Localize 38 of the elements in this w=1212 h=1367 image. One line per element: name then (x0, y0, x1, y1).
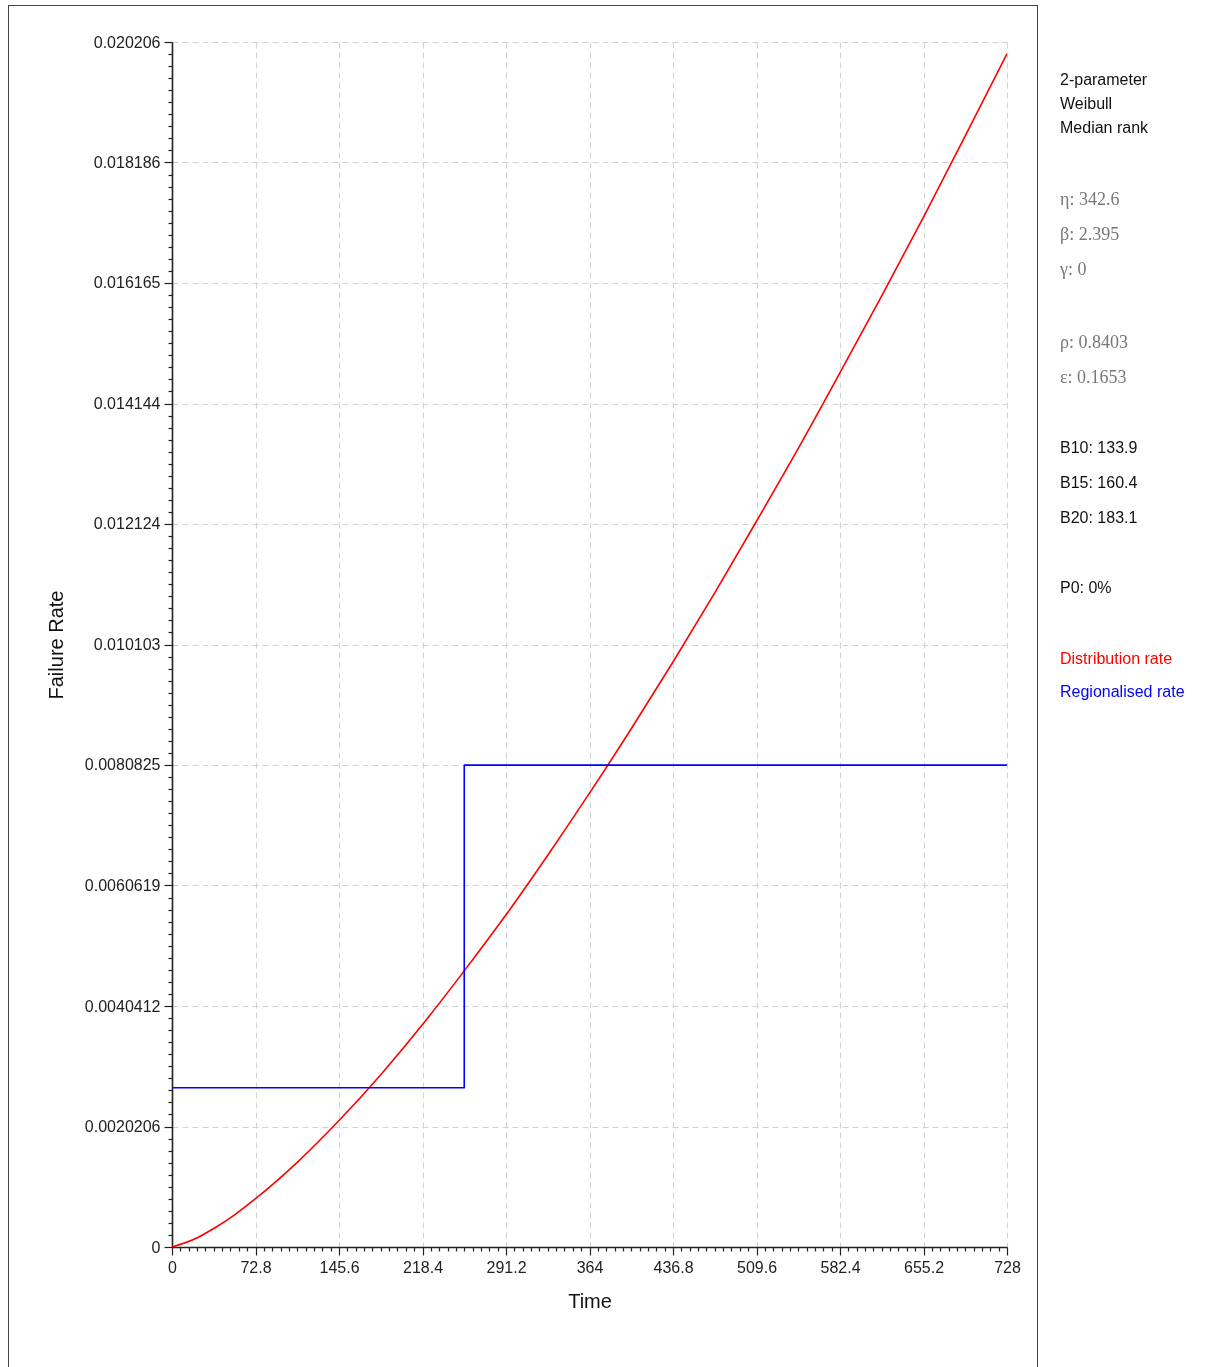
text: β: 2.395 (1060, 224, 1120, 244)
text: Regionalised rate (1060, 683, 1185, 700)
y-tick-label: 0.0020206 (84, 1118, 161, 1135)
x-tick-label: 291.2 (486, 1258, 527, 1276)
text: 2-parameter (1060, 71, 1148, 88)
text: ε: 0.1653 (1060, 367, 1127, 387)
y-tick-label: 0.0080825 (84, 756, 161, 774)
text: γ: 0 (1059, 259, 1087, 279)
text: Median rank (1060, 119, 1150, 136)
x-tick-label: 509.6 (736, 1258, 778, 1276)
y-tick-label: 0.0060619 (84, 876, 161, 894)
x-tick-label: 728 (994, 1258, 1021, 1276)
x-tick-label: 72.8 (240, 1258, 272, 1276)
y-tick-label: 0.012124 (93, 515, 161, 533)
y-tick-label: 0.014144 (93, 395, 161, 413)
x-tick-label: 582.4 (820, 1258, 861, 1276)
text: B20: 183.1 (1060, 509, 1138, 526)
text: B15: 160.4 (1060, 474, 1138, 491)
y-tick-label: 0.010103 (93, 636, 161, 653)
text: Weibull (1060, 95, 1113, 112)
y-tick-label: 0.016165 (93, 274, 161, 292)
y-axis-title: Failure Rate (44, 590, 67, 700)
x-tick-label: 655.2 (903, 1258, 945, 1276)
text: η: 342.6 (1060, 189, 1120, 209)
text: Distribution rate (1060, 650, 1173, 667)
x-axis-title: Time (568, 1289, 612, 1312)
x-tick-label: 145.6 (319, 1258, 360, 1276)
text: P0: 0% (1060, 579, 1112, 596)
text: ρ: 0.8403 (1060, 332, 1128, 352)
x-tick-label: 0 (168, 1258, 178, 1276)
y-tick-label: 0.020206 (93, 33, 161, 51)
y-tick-label: 0.0040412 (84, 997, 161, 1015)
x-tick-label: 218.4 (402, 1258, 444, 1276)
y-tick-label: 0.018186 (93, 153, 161, 171)
text: B10: 133.9 (1060, 439, 1138, 456)
x-tick-label: 364 (576, 1258, 604, 1276)
x-tick-label: 436.8 (653, 1258, 694, 1276)
y-tick-label: 0 (151, 1238, 161, 1256)
